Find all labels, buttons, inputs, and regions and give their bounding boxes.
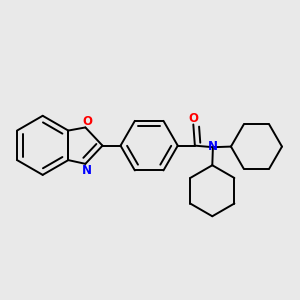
Text: N: N: [208, 140, 218, 153]
Text: N: N: [82, 164, 92, 177]
Text: O: O: [82, 115, 92, 128]
Text: O: O: [188, 112, 198, 125]
